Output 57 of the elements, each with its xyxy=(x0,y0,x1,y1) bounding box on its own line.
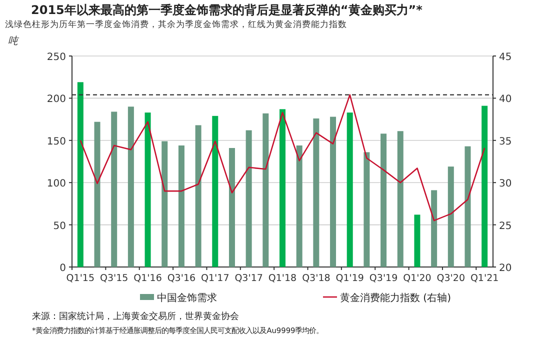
bar xyxy=(280,109,286,267)
y-tick-label: 100 xyxy=(46,178,66,190)
y2-tick-label: 25 xyxy=(499,220,512,232)
bar xyxy=(364,152,370,267)
bar xyxy=(313,118,320,267)
y2-tick-label: 45 xyxy=(499,52,512,63)
bar xyxy=(246,130,252,267)
bar xyxy=(178,145,184,267)
y2-tick-label: 40 xyxy=(499,94,512,106)
legend-label: 中国金饰需求 xyxy=(157,292,217,304)
y2-tick-label: 35 xyxy=(499,136,512,148)
bar xyxy=(144,112,151,267)
x-tick-label: Q1'15 xyxy=(66,273,95,284)
bar xyxy=(94,122,100,267)
bar xyxy=(212,116,218,267)
bar xyxy=(448,166,454,267)
x-tick-label: Q3'16 xyxy=(167,273,196,284)
x-tick-label: Q1'18 xyxy=(268,273,297,284)
chart-subtitle: 浅绿色柱形为历年第一季度金饰消费，其余为季度金饰需求，红线为黄金消费能力指数 xyxy=(5,19,347,30)
bar xyxy=(262,113,269,267)
bar xyxy=(77,82,84,267)
x-tick-label: Q3'17 xyxy=(234,273,263,284)
bar xyxy=(162,141,168,267)
x-tick-label: Q1'20 xyxy=(403,273,432,284)
bar xyxy=(380,134,387,267)
bar xyxy=(128,106,134,267)
bar xyxy=(195,125,202,267)
bar xyxy=(346,112,353,267)
chart-title: 2015年以来最高的第一季度金饰需求的背后是显著反弹的“黄金购买力”* xyxy=(31,3,424,17)
y-tick-label: 150 xyxy=(46,136,66,148)
legend-label: 黄金消费能力指数 (右轴) xyxy=(340,292,452,304)
y-tick-label: 250 xyxy=(46,52,66,63)
x-tick-label: Q1'19 xyxy=(336,273,364,284)
x-tick-label: Q1'21 xyxy=(470,273,499,284)
y-axis-title: 吨 xyxy=(8,35,20,47)
x-tick-label: Q1'17 xyxy=(201,273,230,284)
y2-tick-label: 30 xyxy=(499,178,512,190)
line-series xyxy=(80,94,486,222)
bar xyxy=(397,131,404,267)
bar xyxy=(228,148,235,267)
bar xyxy=(464,146,471,267)
bar xyxy=(111,112,118,267)
y2-tick-label: 20 xyxy=(499,263,512,274)
x-tick-label: Q3'19 xyxy=(369,273,398,284)
source-note: 来源：国家统计局，上海黄金交易所，世界黄金协会 xyxy=(32,311,239,322)
bar xyxy=(330,116,336,267)
x-tick-label: Q1'16 xyxy=(134,273,162,284)
x-tick-label: Q3'18 xyxy=(302,273,330,284)
bar xyxy=(414,214,420,267)
bar xyxy=(296,145,302,267)
bar xyxy=(482,106,488,267)
bar xyxy=(431,190,438,267)
y-tick-label: 200 xyxy=(46,94,66,106)
y-tick-label: 50 xyxy=(53,220,66,232)
y-tick-label: 0 xyxy=(60,263,66,274)
x-tick-label: Q3'20 xyxy=(436,273,466,284)
x-tick-label: Q3'15 xyxy=(100,273,128,284)
